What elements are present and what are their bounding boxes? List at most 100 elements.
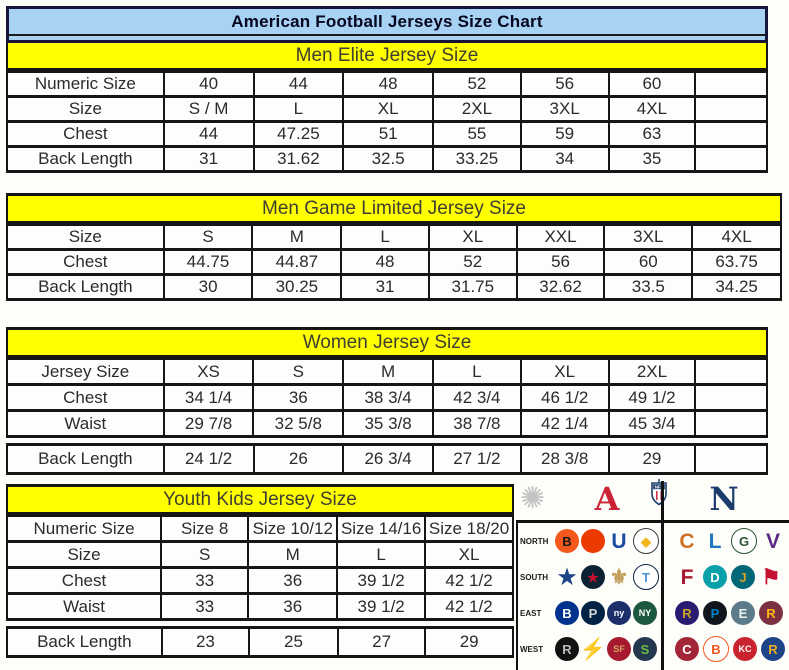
size-value-cell: 52 bbox=[432, 70, 522, 98]
table-row: Size S M L XL bbox=[5, 540, 514, 569]
division-row-north: NORTH B U ◆ C L G V bbox=[518, 523, 789, 559]
size-value-cell: 31.62 bbox=[252, 145, 345, 173]
team-patriots-logo: P bbox=[581, 601, 605, 625]
nfc-team-logos: F D J ⚑ bbox=[662, 565, 783, 589]
team-cardinals-logo: C bbox=[675, 637, 699, 661]
region-label: WEST bbox=[520, 644, 544, 654]
size-value-cell bbox=[694, 409, 768, 438]
size-value-cell: 55 bbox=[432, 120, 522, 148]
size-value-cell: 44.87 bbox=[251, 248, 343, 276]
size-value-cell: 24 1/2 bbox=[162, 443, 255, 475]
size-value-cell: 52 bbox=[427, 248, 518, 276]
size-value-cell: 27 bbox=[336, 626, 427, 658]
size-value-cell: M bbox=[247, 540, 339, 569]
team-bengals-logo: B bbox=[555, 529, 579, 553]
women-size-table: Jersey Size XS S M L XL 2XL Chest 34 1/4 36 38 3/4… bbox=[6, 357, 768, 438]
team-saints-logo: ⚜ bbox=[609, 565, 629, 589]
size-value-cell: 28 3/8 bbox=[519, 443, 610, 475]
row-label-cell: Chest bbox=[6, 248, 165, 276]
team-titans-logo: T bbox=[633, 564, 659, 590]
title-bar: American Football Jerseys Size Chart bbox=[6, 6, 768, 43]
page-title: American Football Jerseys Size Chart bbox=[9, 9, 765, 36]
table-row: Size S / M L XL 2XL 3XL 4XL bbox=[6, 95, 768, 123]
table-row: Chest 44.75 44.87 48 52 56 60 63.75 bbox=[6, 248, 782, 276]
men-game-limited-section: Men Game Limited Jersey Size Size S M L XL XX… bbox=[6, 193, 782, 301]
team-lions-logo: L bbox=[708, 529, 722, 553]
row-label-cell: Chest bbox=[5, 566, 163, 595]
row-label-cell: Back Length bbox=[6, 273, 165, 301]
size-value-cell: XXL bbox=[515, 223, 606, 251]
size-value-cell: 45 3/4 bbox=[607, 409, 697, 438]
region-label: EAST bbox=[520, 608, 542, 618]
size-value-cell: 4XL bbox=[607, 95, 697, 123]
size-value-cell: 46 1/2 bbox=[519, 383, 610, 412]
row-label-cell: Chest bbox=[6, 120, 165, 148]
size-value-cell: S bbox=[162, 223, 254, 251]
nfc-logo: N bbox=[709, 480, 739, 518]
size-value-cell: 33 bbox=[160, 592, 250, 621]
size-value-cell: L bbox=[340, 223, 430, 251]
size-value-cell: 39 1/2 bbox=[336, 566, 427, 595]
size-value-cell: 49 1/2 bbox=[607, 383, 697, 412]
team-colts-logo: U bbox=[611, 529, 627, 553]
team-ravens-logo: R bbox=[675, 601, 699, 625]
size-value-cell: 4XL bbox=[691, 223, 782, 251]
size-value-cell: S / M bbox=[162, 95, 255, 123]
size-value-cell: 34.25 bbox=[691, 273, 782, 301]
size-value-cell: 31.75 bbox=[427, 273, 518, 301]
team-seahawks-logo: S bbox=[633, 637, 657, 661]
size-value-cell: 29 7/8 bbox=[162, 409, 255, 438]
size-value-cell: 56 bbox=[515, 248, 606, 276]
size-value-cell bbox=[694, 383, 768, 412]
men-elite-header: Men Elite Jersey Size bbox=[6, 43, 768, 70]
table-row: Back Length 24 1/2 26 26 3/4 27 1/2 28 3/8 29 bbox=[6, 443, 768, 475]
table-row: Chest 34 1/4 36 38 3/4 42 3/4 46 1/2 49 1/2 bbox=[6, 383, 768, 412]
size-value-cell: 2XL bbox=[432, 95, 522, 123]
size-value-cell: Size 10/12 bbox=[247, 514, 339, 543]
size-value-cell: 3XL bbox=[519, 95, 610, 123]
team-jets-logo: NY bbox=[633, 601, 657, 625]
size-value-cell: XL bbox=[519, 357, 610, 386]
team-falcons-logo: F bbox=[680, 565, 694, 589]
table-row: Chest 44 47.25 51 55 59 63 bbox=[6, 120, 768, 148]
size-value-cell: 42 1/2 bbox=[424, 592, 514, 621]
team-steelers-logo: ◆ bbox=[633, 528, 659, 554]
size-value-cell: 32.62 bbox=[515, 273, 606, 301]
size-value-cell: 44.75 bbox=[162, 248, 254, 276]
size-value-cell: XS bbox=[162, 357, 255, 386]
size-value-cell: 33 bbox=[160, 566, 250, 595]
size-value-cell: 59 bbox=[519, 120, 610, 148]
women-header: Women Jersey Size bbox=[6, 327, 768, 357]
size-value-cell: 34 1/4 bbox=[162, 383, 255, 412]
size-value-cell: 48 bbox=[340, 248, 430, 276]
row-label-cell: Waist bbox=[6, 409, 165, 438]
size-value-cell: 33.5 bbox=[603, 273, 694, 301]
size-value-cell: 60 bbox=[603, 248, 694, 276]
team-49ers-logo: SF bbox=[607, 637, 631, 661]
size-value-cell: 42 3/4 bbox=[431, 383, 522, 412]
division-row-west: WEST R ⚡ SF S C B KC R bbox=[518, 631, 789, 667]
size-value-cell: 34 bbox=[519, 145, 610, 173]
men-elite-size-table: Numeric Size 40 44 48 52 56 60 Size S / M L XL 2XL 3… bbox=[6, 70, 768, 173]
size-value-cell: 44 bbox=[162, 120, 255, 148]
size-value-cell: 56 bbox=[519, 70, 610, 98]
size-value-cell: 44 bbox=[252, 70, 345, 98]
row-label-cell: Chest bbox=[6, 383, 165, 412]
team-texans-logo: ★ bbox=[581, 565, 605, 589]
size-value-cell bbox=[694, 145, 768, 173]
size-value-cell: S bbox=[160, 540, 250, 569]
size-value-cell: 60 bbox=[607, 70, 697, 98]
youth-kids-size-table: Numeric Size Size 8 Size 10/12 Size 14/16 Si… bbox=[5, 514, 514, 621]
size-value-cell: 31 bbox=[162, 145, 255, 173]
size-value-cell: 32 5/8 bbox=[252, 409, 345, 438]
conference-header-row: ✺ A NFL N bbox=[516, 478, 789, 523]
size-value-cell: XL bbox=[424, 540, 514, 569]
svg-text:NFL: NFL bbox=[655, 484, 664, 489]
size-value-cell: 42 1/2 bbox=[424, 566, 514, 595]
team-vikings-logo: V bbox=[765, 529, 780, 553]
table-row: Numeric Size Size 8 Size 10/12 Size 14/16 Si… bbox=[5, 514, 514, 543]
table-row: Back Length 30 30.25 31 31.75 32.62 33.5 34.25 bbox=[6, 273, 782, 301]
